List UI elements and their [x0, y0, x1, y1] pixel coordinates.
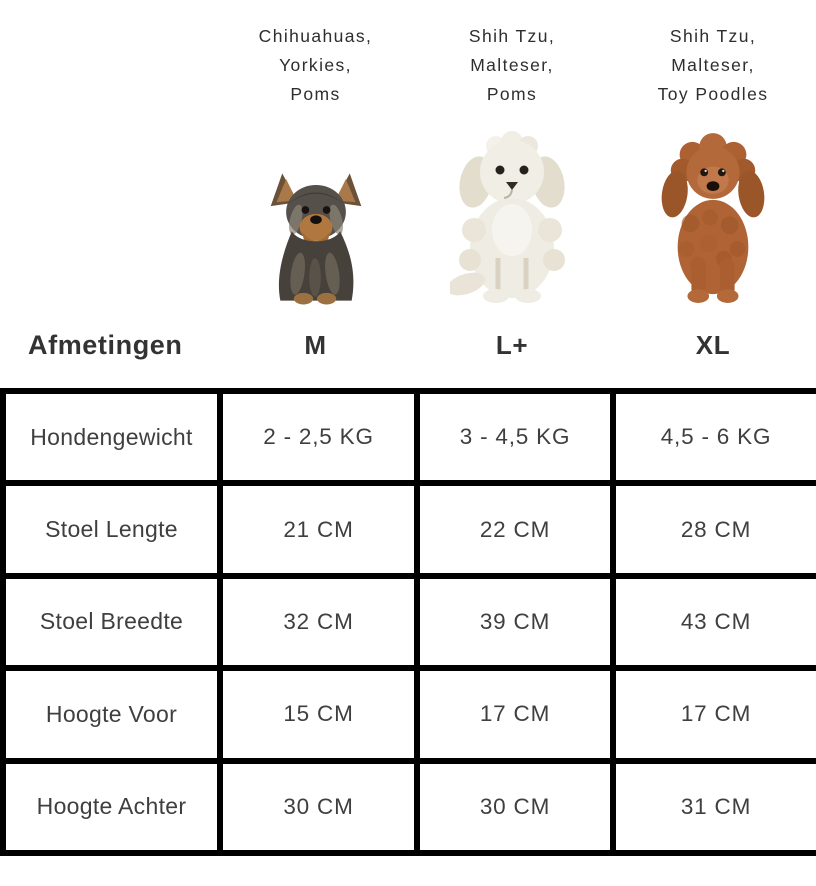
- breed-line: Toy Poodles: [657, 84, 769, 104]
- breed-header-spacer: [0, 0, 217, 112]
- yorkshire-terrier-image: [217, 112, 414, 305]
- row-label-stoel-breedte: Stoel Breedte: [0, 572, 223, 672]
- breed-line: Malteser,: [671, 55, 755, 75]
- stoel-lengte-l-plus: 22 CM: [414, 480, 616, 579]
- breed-line: Poms: [486, 84, 538, 104]
- breed-group-m: Chihuahuas, Yorkies, Poms: [217, 0, 414, 112]
- stoel-breedte-m: 32 CM: [217, 572, 420, 672]
- hoogte-voor-l-plus: 17 CM: [414, 665, 616, 764]
- hondengewicht-m: 2 - 2,5 KG: [217, 387, 420, 487]
- row-label-hondengewicht: Hondengewicht: [0, 387, 223, 487]
- row-label-hoogte-achter: Hoogte Achter: [0, 757, 223, 856]
- breed-line: Chihuahuas,: [258, 26, 373, 46]
- dimensions-heading: Afmetingen: [28, 330, 183, 360]
- measurements-table: Hondengewicht 2 - 2,5 KG 3 - 4,5 KG 4,5 …: [0, 387, 816, 856]
- hoogte-voor-m: 15 CM: [217, 665, 420, 764]
- maltese-illustration: [450, 131, 565, 303]
- yorkshire-terrier-illustration: [270, 173, 361, 305]
- row-label-hoogte-voor: Hoogte Voor: [0, 665, 223, 764]
- dog-row-spacer: [0, 112, 217, 305]
- breed-line: Malteser,: [470, 55, 554, 75]
- toy-poodle-illustration: [661, 133, 765, 303]
- table-row-hoogte-voor: Hoogte Voor 15 CM 17 CM 17 CM: [0, 665, 816, 764]
- row-label-stoel-lengte: Stoel Lengte: [0, 480, 223, 579]
- stoel-lengte-xl: 28 CM: [610, 480, 816, 579]
- hoogte-achter-m: 30 CM: [217, 757, 420, 856]
- breed-line: Yorkies,: [279, 55, 352, 75]
- size-letter-row: Afmetingen M L+ XL: [0, 305, 816, 386]
- hoogte-achter-xl: 31 CM: [610, 757, 816, 856]
- stoel-lengte-m: 21 CM: [217, 480, 420, 579]
- hoogte-voor-xl: 17 CM: [610, 665, 816, 764]
- table-row-hondengewicht: Hondengewicht 2 - 2,5 KG 3 - 4,5 KG 4,5 …: [0, 387, 816, 487]
- stoel-breedte-l-plus: 39 CM: [414, 572, 616, 672]
- toy-poodle-image: [610, 112, 816, 305]
- breed-group-xl: Shih Tzu, Malteser, Toy Poodles: [610, 0, 816, 112]
- hondengewicht-l-plus: 3 - 4,5 KG: [414, 387, 616, 487]
- size-label-xl: XL: [695, 330, 731, 360]
- breed-line: Poms: [290, 84, 341, 104]
- breed-group-l-plus: Shih Tzu, Malteser, Poms: [414, 0, 610, 112]
- dog-images-row: [0, 112, 816, 305]
- size-label-l-plus: L+: [495, 330, 529, 360]
- table-row-stoel-breedte: Stoel Breedte 32 CM 39 CM 43 CM: [0, 572, 816, 672]
- table-row-hoogte-achter: Hoogte Achter 30 CM 30 CM 31 CM: [0, 757, 816, 856]
- size-label-m: M: [304, 330, 327, 360]
- breed-line: Shih Tzu,: [468, 26, 556, 46]
- table-row-stoel-lengte: Stoel Lengte 21 CM 22 CM 28 CM: [0, 480, 816, 579]
- stoel-breedte-xl: 43 CM: [610, 572, 816, 672]
- hondengewicht-xl: 4,5 - 6 KG: [610, 387, 816, 487]
- maltese-image: [414, 112, 610, 305]
- breed-line: Shih Tzu,: [669, 26, 757, 46]
- breed-header-row: Chihuahuas, Yorkies, Poms Shih Tzu, Malt…: [0, 0, 816, 112]
- hoogte-achter-l-plus: 30 CM: [414, 757, 616, 856]
